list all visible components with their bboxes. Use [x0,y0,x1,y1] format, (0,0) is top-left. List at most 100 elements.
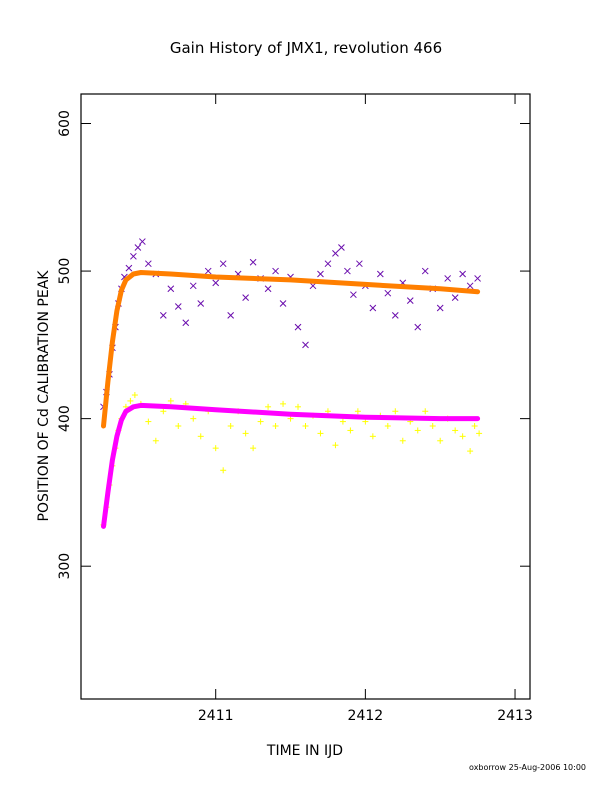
data-point [197,433,204,440]
data-point [437,437,444,444]
data-point [242,294,249,301]
data-point [471,423,478,430]
data-point [125,264,133,272]
data-point [421,267,429,275]
data-point [399,437,406,444]
data-point [476,430,483,437]
data-point [369,433,376,440]
data-point [376,270,384,278]
data-point [332,250,339,257]
data-point [391,311,399,319]
data-point [474,275,481,282]
data-point [459,433,466,440]
data-point [302,341,309,349]
data-point [466,282,474,290]
data-point [384,289,392,297]
data-point [317,430,324,437]
data-point [257,418,264,425]
data-point [204,267,212,275]
data-point [175,423,182,430]
x-axis-label: TIME IN IJD [266,743,343,759]
series-line [101,402,481,529]
data-point [354,408,361,415]
data-point [144,260,152,268]
data-point [338,244,345,251]
data-point [350,291,357,299]
data-point [134,244,142,251]
data-point [272,423,279,430]
y-tick-label: 400 [57,405,73,432]
data-point [459,270,467,278]
data-point [227,311,235,319]
data-point [152,437,159,444]
series-2 [101,270,481,429]
data-point [197,300,205,307]
data-point [139,238,146,245]
data-point [317,270,324,278]
x-tick-label: 2411 [198,708,234,724]
data-point [452,427,459,434]
chart-title: Gain History of JMX1, revolution 466 [170,39,442,57]
data-point [227,423,234,430]
y-tick-label: 600 [57,110,73,137]
data-point [392,408,399,415]
y-tick-label: 500 [57,258,73,285]
data-point [212,279,220,287]
data-point [369,304,377,312]
data-point [182,319,190,327]
data-point [332,442,339,449]
data-point [272,267,279,275]
data-point [242,430,249,437]
x-tick-label: 2413 [497,708,533,724]
data-point [280,400,287,407]
data-point [344,267,351,275]
plot-frame [80,93,531,700]
data-point [219,260,227,268]
data-point [160,408,167,415]
data-point [356,260,363,268]
data-point [190,415,197,422]
data-point [159,311,167,319]
data-point [347,427,354,434]
x-axis-ticks: 2411 2412 2413 [198,94,533,724]
data-point [145,418,152,425]
data-point [436,304,444,312]
data-point [422,408,429,415]
data-point [294,323,302,331]
data-point [467,448,474,455]
data-point [324,260,332,268]
data-point [302,423,309,430]
y-axis-ticks: 300 400 500 600 [57,110,530,580]
x-tick-label: 2412 [348,708,384,724]
data-point [451,294,459,301]
data-point [414,427,421,434]
data-point [264,285,272,293]
data-point [167,397,174,404]
data-point [212,445,219,452]
data-point [131,392,138,399]
data-point [406,297,414,304]
y-axis-label: POSITION OF Cd CALIBRATION PEAK [36,270,52,522]
data-point [444,275,452,282]
data-point [249,258,257,266]
series-3 [101,402,481,529]
data-point [414,323,422,331]
data-point [339,418,346,425]
data-point [167,285,175,293]
series-line [101,270,481,429]
data-point [250,445,257,452]
data-point [189,282,197,290]
series-0 [100,238,481,411]
data-point [127,397,134,404]
data-point [220,467,227,474]
y-tick-label: 300 [57,553,73,580]
data-point [130,252,137,260]
data-point [429,423,436,430]
data-point [174,303,182,310]
data-point [295,403,302,410]
plot-marks [100,238,483,529]
data-point [265,403,272,410]
data-point [384,423,391,430]
data-point [279,300,287,307]
